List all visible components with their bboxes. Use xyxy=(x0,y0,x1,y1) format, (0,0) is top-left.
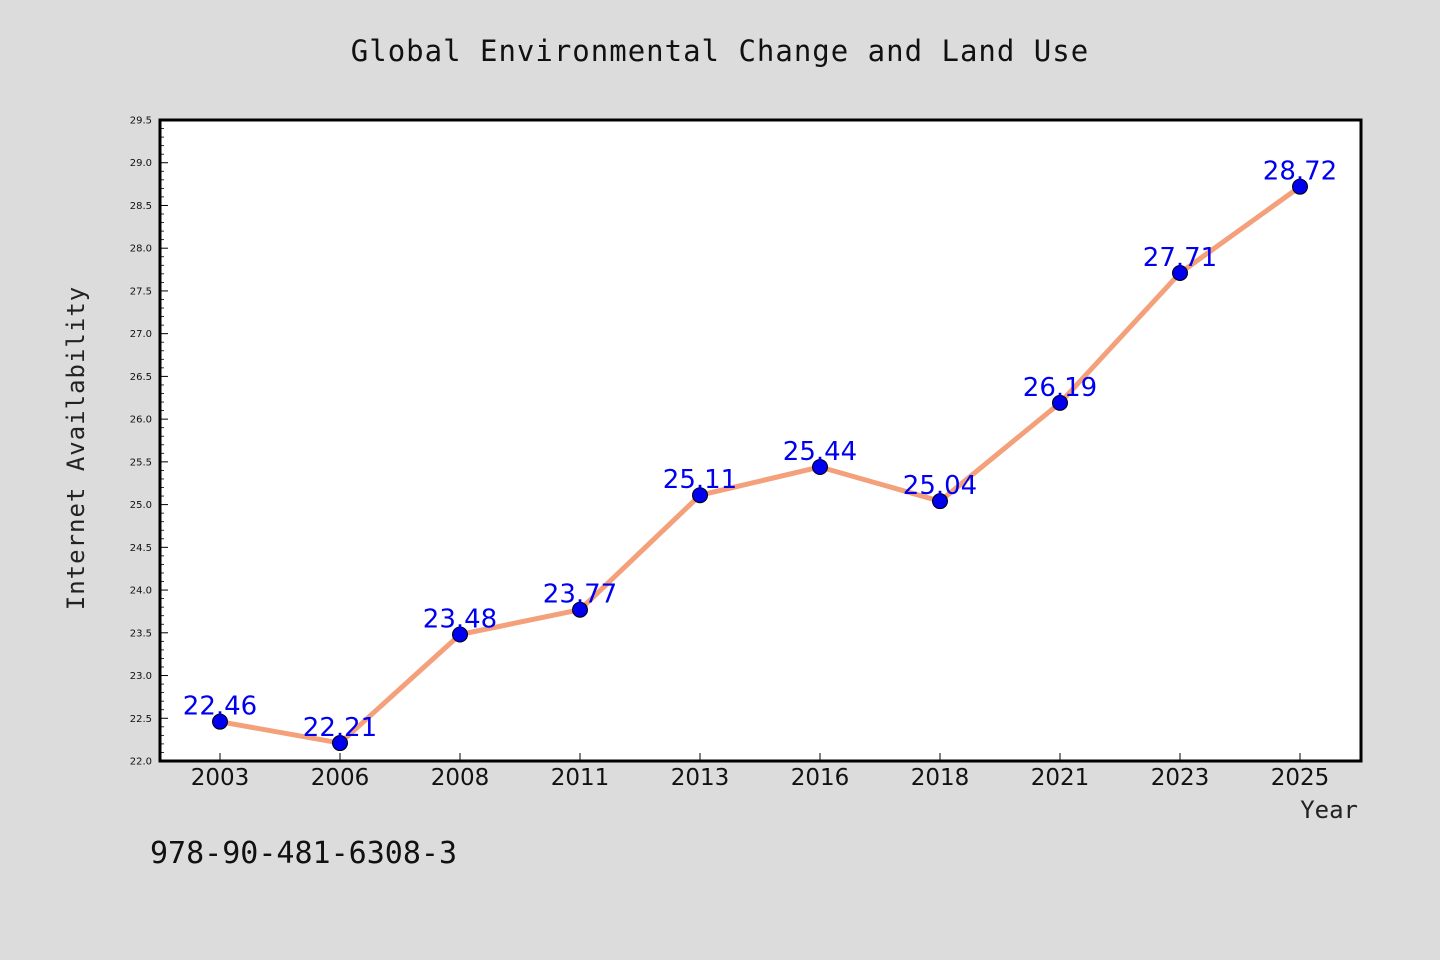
y-tick-label: 26.5 xyxy=(130,372,152,383)
data-point xyxy=(692,487,708,504)
y-tick-label: 23.0 xyxy=(130,671,152,682)
data-point xyxy=(1172,264,1188,281)
data-point xyxy=(212,713,228,730)
y-tick-label: 26.0 xyxy=(130,415,152,426)
data-point xyxy=(332,735,348,752)
y-tick-label: 22.5 xyxy=(130,714,152,725)
x-tick-label: 2018 xyxy=(911,765,970,791)
y-tick-label: 24.5 xyxy=(130,543,152,554)
x-tick-label: 2003 xyxy=(191,765,250,791)
y-tick-label: 23.5 xyxy=(130,628,152,639)
data-label: 25.04 xyxy=(903,471,977,501)
data-point xyxy=(572,601,588,618)
plot-frame xyxy=(158,118,1363,763)
x-tick-label: 2013 xyxy=(671,765,730,791)
series-line xyxy=(217,184,1303,746)
chart-title: Global Environmental Change and Land Use xyxy=(350,34,1090,68)
data-label: 23.77 xyxy=(543,580,617,610)
data-point xyxy=(1292,178,1308,195)
series-layer xyxy=(212,178,1308,752)
y-tick-label: 28.0 xyxy=(130,244,152,255)
x-tick-label: 2023 xyxy=(1151,765,1210,791)
footer-identifier: 978-90-481-6308-3 xyxy=(150,836,458,871)
data-point xyxy=(812,458,828,475)
data-label: 23.48 xyxy=(423,605,497,635)
data-label: 22.21 xyxy=(303,713,377,743)
data-labels: 22.46 22.21 23.48 23.77 25.11 25.44 25.04 26.19… xyxy=(183,157,1337,743)
x-tick-label: 2011 xyxy=(551,765,610,791)
x-axis-ticks: 2003 2006 2008 2011 2013 2016 2018 2021 2023 2025 xyxy=(191,753,1330,791)
y-tick-label: 27.0 xyxy=(130,329,152,340)
data-label: 25.44 xyxy=(783,437,857,467)
y-tick-label: 22.0 xyxy=(130,757,152,768)
x-tick-label: 2025 xyxy=(1271,765,1330,791)
data-label: 25.11 xyxy=(663,465,737,495)
data-label: 27.71 xyxy=(1143,243,1217,273)
x-tick-label: 2008 xyxy=(431,765,490,791)
y-tick-label: 29.5 xyxy=(130,116,152,127)
plot-area xyxy=(160,120,1361,761)
y-tick-label: 25.5 xyxy=(130,457,152,468)
y-tick-label: 29.0 xyxy=(130,158,152,169)
data-point xyxy=(452,626,468,643)
x-tick-label: 2016 xyxy=(791,765,850,791)
data-point xyxy=(1052,394,1068,411)
data-point xyxy=(932,493,948,510)
data-label: 22.46 xyxy=(183,692,257,722)
x-axis-label: Year xyxy=(1300,796,1358,824)
y-axis-ticks: 22.0 22.5 23.0 23.5 24.0 24.5 25.0 25.5 26.0 26.5… xyxy=(130,116,168,768)
x-tick-label: 2006 xyxy=(311,765,370,791)
y-tick-label: 24.0 xyxy=(130,586,152,597)
x-tick-label: 2021 xyxy=(1031,765,1090,791)
data-label: 26.19 xyxy=(1023,373,1097,403)
y-tick-label: 25.0 xyxy=(130,500,152,511)
y-tick-label: 27.5 xyxy=(130,286,152,297)
data-label: 28.72 xyxy=(1263,157,1337,187)
y-tick-label: 28.5 xyxy=(130,201,152,212)
